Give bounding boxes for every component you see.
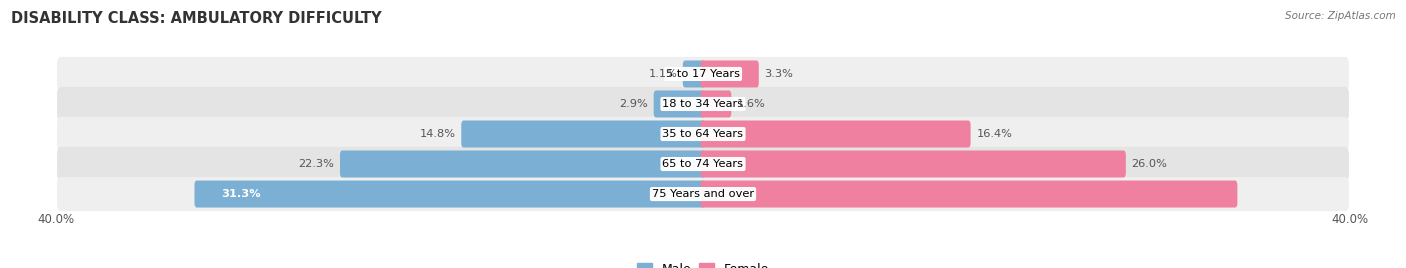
FancyBboxPatch shape [58,117,1348,151]
Text: 35 to 64 Years: 35 to 64 Years [662,129,744,139]
Text: DISABILITY CLASS: AMBULATORY DIFFICULTY: DISABILITY CLASS: AMBULATORY DIFFICULTY [11,11,382,26]
FancyBboxPatch shape [700,181,1237,207]
FancyBboxPatch shape [700,151,1126,177]
Text: 1.6%: 1.6% [737,99,766,109]
Text: 75 Years and over: 75 Years and over [652,189,754,199]
FancyBboxPatch shape [340,151,706,177]
FancyBboxPatch shape [654,91,706,117]
Text: 16.4%: 16.4% [976,129,1012,139]
FancyBboxPatch shape [58,177,1348,211]
Text: 22.3%: 22.3% [298,159,335,169]
Text: 5 to 17 Years: 5 to 17 Years [666,69,740,79]
Text: Source: ZipAtlas.com: Source: ZipAtlas.com [1285,11,1396,21]
Text: 1.1%: 1.1% [648,69,678,79]
FancyBboxPatch shape [700,121,970,147]
Text: 31.3%: 31.3% [221,189,260,199]
FancyBboxPatch shape [194,181,706,207]
FancyBboxPatch shape [58,147,1348,181]
Text: 14.8%: 14.8% [419,129,456,139]
FancyBboxPatch shape [700,91,731,117]
FancyBboxPatch shape [461,121,706,147]
Text: 26.0%: 26.0% [1132,159,1167,169]
Text: 3.3%: 3.3% [765,69,793,79]
FancyBboxPatch shape [58,87,1348,121]
Legend: Male, Female: Male, Female [631,258,775,268]
FancyBboxPatch shape [683,61,706,87]
FancyBboxPatch shape [700,61,759,87]
Text: 2.9%: 2.9% [619,99,648,109]
Text: 65 to 74 Years: 65 to 74 Years [662,159,744,169]
FancyBboxPatch shape [58,57,1348,91]
Text: 18 to 34 Years: 18 to 34 Years [662,99,744,109]
